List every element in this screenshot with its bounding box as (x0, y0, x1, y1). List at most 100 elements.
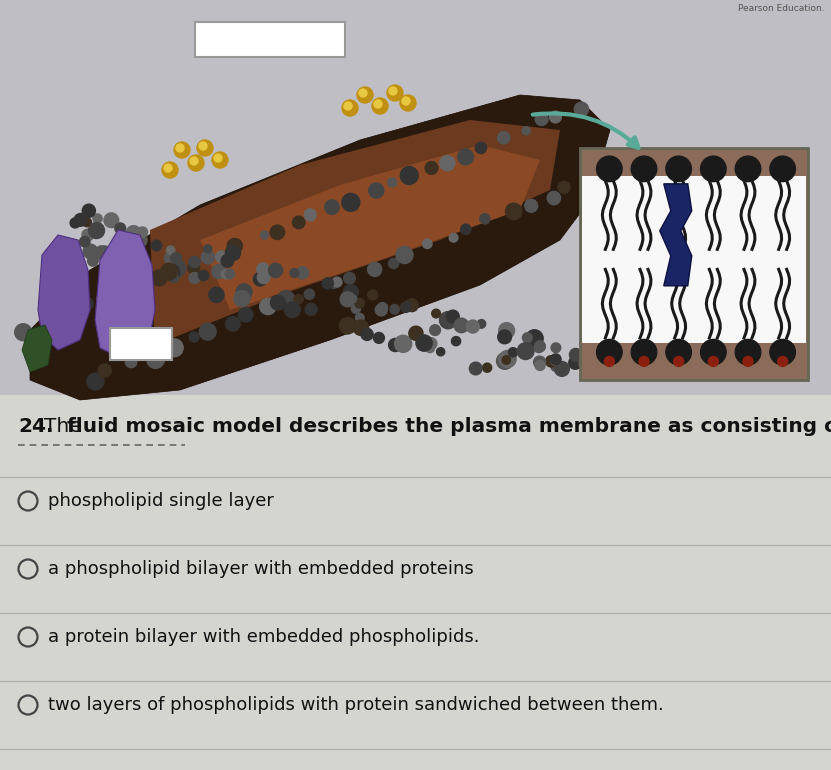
Circle shape (388, 178, 396, 187)
Circle shape (214, 154, 222, 162)
Circle shape (666, 340, 691, 365)
Circle shape (387, 85, 403, 101)
Circle shape (155, 274, 165, 285)
Circle shape (258, 271, 270, 283)
Circle shape (454, 318, 469, 333)
Circle shape (197, 140, 213, 156)
Circle shape (499, 350, 516, 367)
FancyBboxPatch shape (195, 22, 345, 57)
Polygon shape (200, 145, 540, 310)
Circle shape (137, 227, 148, 237)
Circle shape (135, 274, 149, 286)
Circle shape (105, 247, 114, 256)
Polygon shape (660, 184, 691, 286)
Circle shape (189, 256, 200, 268)
Circle shape (400, 95, 416, 111)
Circle shape (257, 263, 269, 275)
Circle shape (534, 344, 543, 353)
Circle shape (343, 285, 358, 300)
Circle shape (204, 245, 212, 253)
Circle shape (535, 112, 548, 126)
Circle shape (105, 259, 116, 271)
Circle shape (304, 209, 317, 221)
Circle shape (297, 266, 308, 279)
Circle shape (176, 144, 184, 152)
Circle shape (165, 253, 175, 264)
Circle shape (209, 287, 224, 303)
Circle shape (743, 357, 753, 367)
Text: a protein bilayer with embedded phospholipids.: a protein bilayer with embedded phosphol… (48, 628, 479, 646)
Circle shape (376, 304, 387, 316)
Circle shape (89, 223, 105, 239)
Circle shape (115, 223, 125, 233)
Circle shape (483, 363, 492, 372)
Circle shape (212, 152, 228, 168)
Circle shape (348, 295, 356, 303)
Circle shape (373, 333, 385, 343)
Circle shape (225, 270, 234, 279)
Circle shape (526, 330, 543, 347)
Circle shape (534, 356, 546, 368)
Circle shape (460, 224, 471, 234)
Circle shape (162, 162, 178, 178)
Circle shape (188, 263, 199, 274)
Circle shape (221, 270, 230, 279)
FancyBboxPatch shape (110, 328, 172, 360)
Circle shape (199, 323, 216, 340)
Circle shape (96, 246, 111, 261)
Circle shape (80, 236, 90, 247)
Circle shape (374, 100, 382, 108)
Circle shape (164, 164, 172, 172)
Circle shape (401, 166, 418, 185)
Circle shape (93, 214, 102, 223)
Circle shape (212, 265, 226, 279)
Circle shape (342, 193, 360, 211)
Circle shape (390, 304, 399, 313)
Circle shape (523, 333, 532, 343)
Circle shape (322, 278, 333, 289)
Circle shape (234, 290, 250, 306)
Circle shape (133, 233, 147, 247)
Circle shape (395, 335, 411, 353)
Circle shape (446, 310, 460, 323)
Circle shape (423, 239, 432, 249)
Circle shape (355, 299, 365, 308)
Circle shape (547, 192, 560, 205)
Circle shape (551, 362, 560, 371)
Circle shape (509, 348, 518, 357)
Circle shape (125, 357, 137, 367)
Circle shape (293, 216, 305, 229)
Circle shape (524, 199, 538, 213)
Circle shape (402, 302, 411, 312)
Circle shape (329, 280, 337, 289)
Circle shape (569, 349, 582, 361)
Circle shape (604, 357, 614, 367)
Circle shape (372, 98, 388, 114)
Circle shape (735, 156, 760, 182)
Circle shape (436, 348, 445, 356)
Circle shape (396, 246, 413, 263)
Circle shape (339, 317, 356, 334)
Circle shape (440, 156, 455, 171)
Circle shape (498, 132, 510, 144)
Circle shape (87, 373, 104, 390)
Circle shape (137, 262, 147, 272)
Circle shape (574, 102, 588, 116)
Circle shape (71, 310, 80, 320)
Circle shape (369, 183, 384, 198)
Circle shape (190, 157, 198, 165)
Circle shape (450, 233, 458, 242)
FancyBboxPatch shape (0, 395, 831, 770)
Circle shape (352, 304, 361, 313)
Polygon shape (30, 95, 610, 400)
Circle shape (535, 360, 545, 370)
Circle shape (294, 295, 303, 304)
Polygon shape (95, 230, 155, 360)
Text: 24.: 24. (18, 417, 53, 436)
FancyBboxPatch shape (580, 148, 808, 380)
Circle shape (260, 298, 276, 315)
Circle shape (708, 357, 718, 367)
Circle shape (389, 338, 401, 352)
Circle shape (174, 142, 190, 158)
Circle shape (522, 127, 530, 135)
